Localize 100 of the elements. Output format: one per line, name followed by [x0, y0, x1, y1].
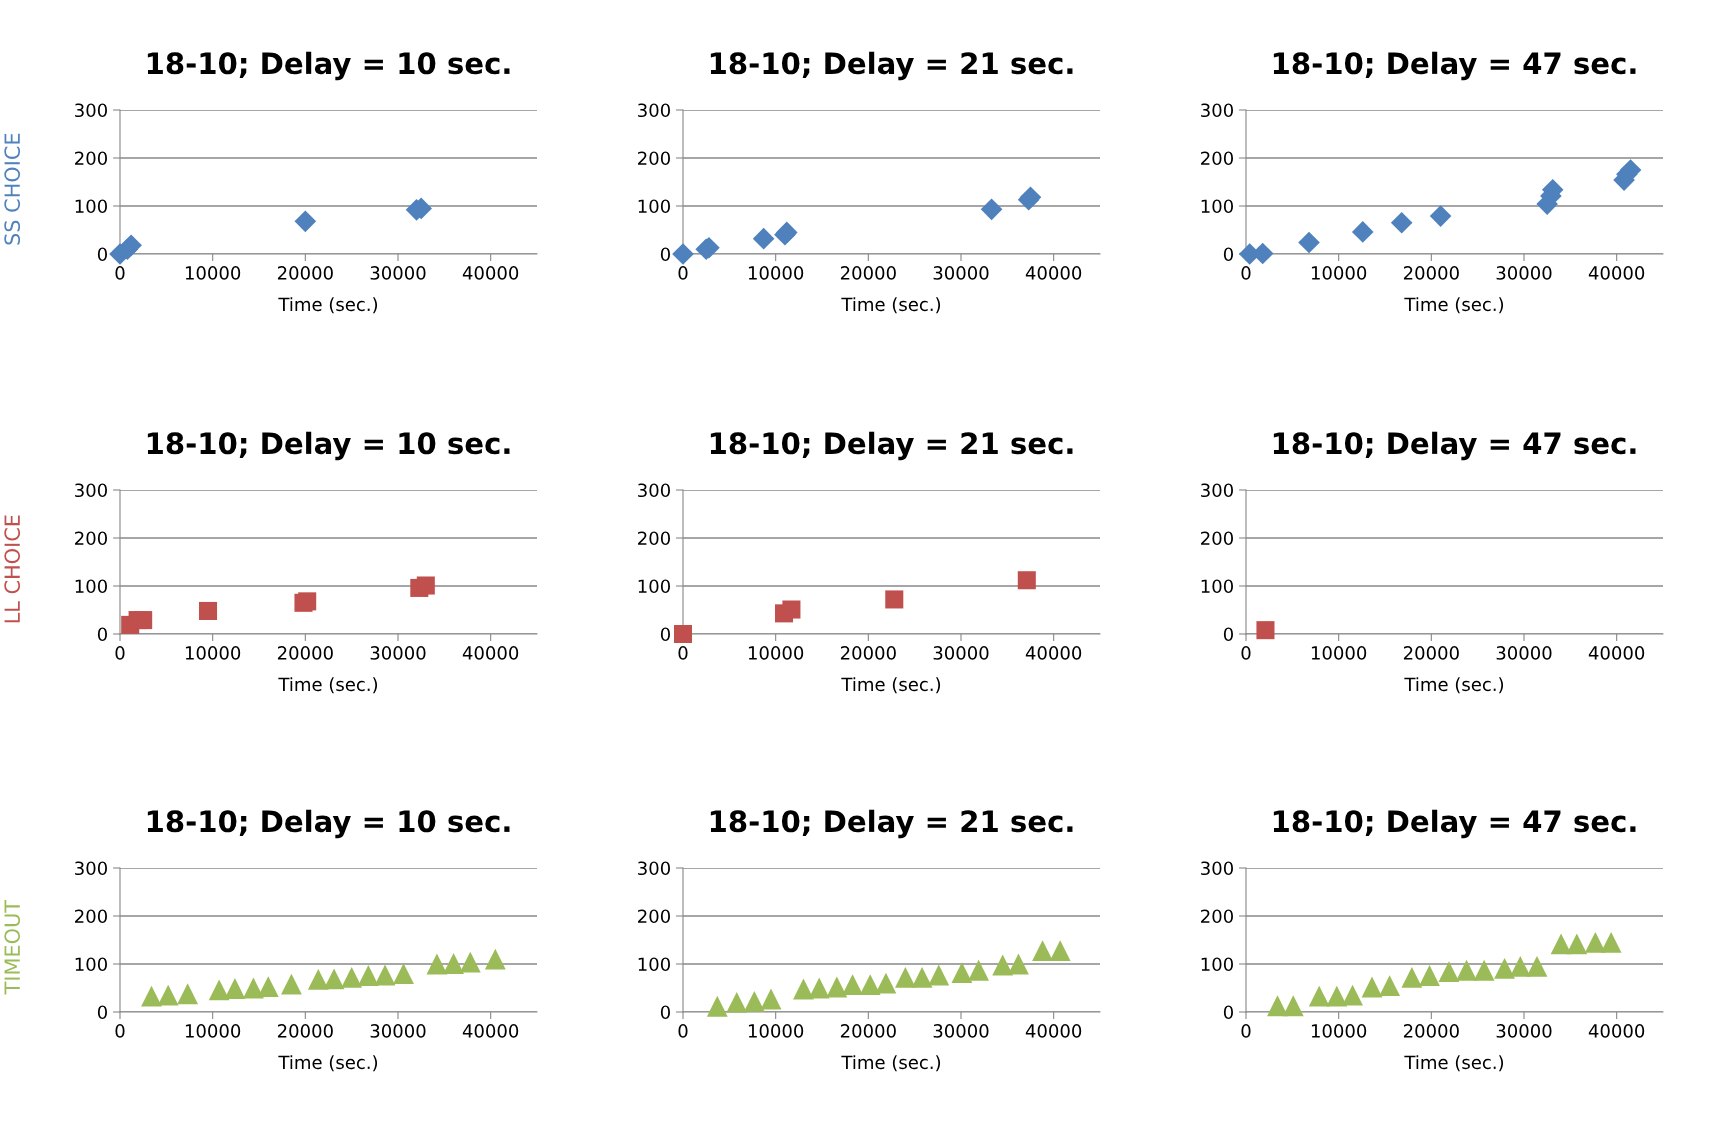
x-tick-label: 40000 — [462, 266, 519, 280]
y-tick-label: 300 — [1201, 483, 1233, 498]
y-tick-label: 200 — [638, 531, 670, 546]
y-tick-label: 100 — [1201, 957, 1233, 972]
x-tick-label: 40000 — [1025, 266, 1082, 280]
x-axis-title: Time (sec.) — [841, 297, 941, 314]
x-tick-label: 20000 — [840, 646, 896, 660]
chart-title: 18-10; Delay = 10 sec. — [147, 809, 510, 839]
y-tick-label: 0 — [1223, 1005, 1233, 1020]
chart-title: 18-10; Delay = 47 sec. — [1273, 51, 1636, 81]
x-tick-label: 40000 — [462, 1024, 519, 1038]
x-tick-label: 20000 — [277, 266, 333, 280]
x-tick-label: 0 — [115, 1024, 125, 1038]
x-tick-label: 10000 — [185, 266, 241, 280]
x-tick-label: 40000 — [1025, 1024, 1082, 1038]
x-tick-label: 0 — [115, 646, 125, 660]
y-tick-label: 300 — [1201, 103, 1233, 118]
x-tick-label: 30000 — [370, 646, 426, 660]
y-tick-label: 0 — [660, 247, 670, 262]
x-tick-label: 30000 — [1496, 1024, 1552, 1038]
y-tick-label: 100 — [638, 957, 670, 972]
x-tick-label: 0 — [1241, 266, 1251, 280]
x-axis-title: Time (sec.) — [278, 1055, 378, 1072]
y-tick-label: 0 — [97, 247, 107, 262]
x-tick-label: 0 — [678, 266, 688, 280]
y-tick-label: 0 — [660, 627, 670, 642]
y-tick-label: 200 — [1201, 909, 1233, 924]
y-axis-title: LL CHOICE — [4, 515, 21, 623]
x-tick-label: 40000 — [1025, 646, 1082, 660]
y-tick-label: 100 — [75, 579, 107, 594]
chart-title: 18-10; Delay = 10 sec. — [147, 431, 510, 461]
x-tick-label: 40000 — [1588, 1024, 1645, 1038]
x-tick-label: 10000 — [748, 266, 804, 280]
y-tick-label: 300 — [1201, 861, 1233, 876]
y-tick-label: 0 — [1223, 247, 1233, 262]
x-tick-label: 30000 — [933, 1024, 989, 1038]
y-tick-label: 200 — [75, 531, 107, 546]
chart-title: 18-10; Delay = 47 sec. — [1273, 809, 1636, 839]
y-tick-label: 0 — [97, 627, 107, 642]
x-axis-title: Time (sec.) — [278, 297, 378, 314]
chart-title: 18-10; Delay = 21 sec. — [710, 809, 1073, 839]
y-tick-label: 200 — [75, 909, 107, 924]
x-axis-title: Time (sec.) — [1404, 297, 1504, 314]
x-axis-title: Time (sec.) — [1404, 677, 1504, 694]
x-tick-label: 0 — [1241, 1024, 1251, 1038]
x-axis-title: Time (sec.) — [1404, 1055, 1504, 1072]
chart-title: 18-10; Delay = 21 sec. — [710, 51, 1073, 81]
x-tick-label: 30000 — [370, 1024, 426, 1038]
x-tick-label: 40000 — [462, 646, 519, 660]
x-tick-label: 20000 — [840, 266, 896, 280]
y-tick-label: 300 — [75, 103, 107, 118]
y-tick-label: 0 — [660, 1005, 670, 1020]
x-tick-label: 0 — [115, 266, 125, 280]
x-tick-label: 30000 — [370, 266, 426, 280]
x-tick-label: 20000 — [1403, 266, 1459, 280]
y-tick-label: 100 — [638, 199, 670, 214]
x-axis-title: Time (sec.) — [278, 677, 378, 694]
y-tick-label: 100 — [1201, 579, 1233, 594]
x-axis-title: Time (sec.) — [841, 677, 941, 694]
y-tick-label: 0 — [1223, 627, 1233, 642]
y-axis-title: SS CHOICE — [4, 133, 21, 245]
y-tick-label: 300 — [75, 483, 107, 498]
y-tick-label: 300 — [75, 861, 107, 876]
y-tick-label: 100 — [75, 957, 107, 972]
x-tick-label: 0 — [1241, 646, 1251, 660]
y-tick-label: 200 — [638, 151, 670, 166]
x-tick-label: 30000 — [933, 266, 989, 280]
chart-title: 18-10; Delay = 10 sec. — [147, 51, 510, 81]
x-tick-label: 10000 — [1311, 646, 1367, 660]
y-axis-title: TIMEOUT — [4, 899, 21, 995]
x-tick-label: 20000 — [277, 1024, 333, 1038]
y-tick-label: 100 — [638, 579, 670, 594]
x-tick-label: 20000 — [840, 1024, 896, 1038]
x-tick-label: 10000 — [1311, 266, 1367, 280]
y-tick-label: 200 — [1201, 531, 1233, 546]
y-tick-label: 300 — [638, 861, 670, 876]
y-tick-label: 200 — [1201, 151, 1233, 166]
x-tick-label: 20000 — [1403, 646, 1459, 660]
chart-title: 18-10; Delay = 47 sec. — [1273, 431, 1636, 461]
y-tick-label: 100 — [1201, 199, 1233, 214]
x-tick-label: 0 — [678, 646, 688, 660]
x-tick-label: 30000 — [933, 646, 989, 660]
y-tick-label: 100 — [75, 199, 107, 214]
x-tick-label: 10000 — [748, 646, 804, 660]
x-tick-label: 20000 — [1403, 1024, 1459, 1038]
x-tick-label: 10000 — [748, 1024, 804, 1038]
x-axis-title: Time (sec.) — [841, 1055, 941, 1072]
y-tick-label: 300 — [638, 483, 670, 498]
y-tick-label: 200 — [638, 909, 670, 924]
y-tick-label: 200 — [75, 151, 107, 166]
x-tick-label: 40000 — [1588, 266, 1645, 280]
x-tick-label: 10000 — [185, 1024, 241, 1038]
x-tick-label: 20000 — [277, 646, 333, 660]
x-tick-label: 30000 — [1496, 266, 1552, 280]
y-tick-label: 300 — [638, 103, 670, 118]
x-tick-label: 40000 — [1588, 646, 1645, 660]
x-tick-label: 0 — [678, 1024, 688, 1038]
x-tick-label: 10000 — [1311, 1024, 1367, 1038]
x-tick-label: 10000 — [185, 646, 241, 660]
x-tick-label: 30000 — [1496, 646, 1552, 660]
